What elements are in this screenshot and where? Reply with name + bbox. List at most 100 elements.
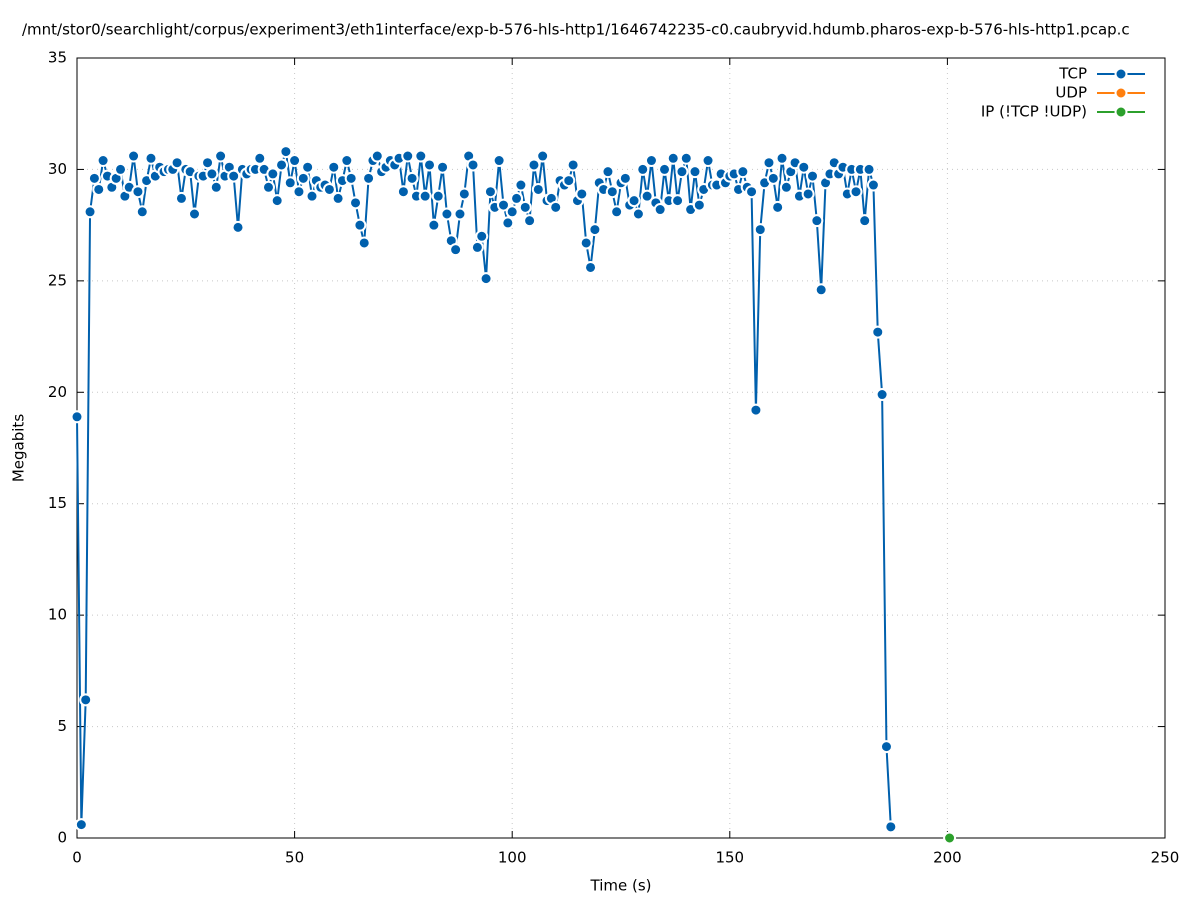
data-point [779, 180, 793, 194]
data-point [127, 149, 141, 163]
data-point [483, 185, 497, 199]
data-point [292, 185, 306, 199]
data-point [457, 187, 471, 201]
data-point [301, 160, 315, 174]
data-point [514, 178, 528, 192]
x-tick-label: 0 [72, 849, 82, 867]
data-point [449, 243, 463, 257]
data-point [201, 156, 215, 170]
legend-marker [1114, 105, 1128, 119]
data-point [423, 158, 437, 172]
data-point [849, 185, 863, 199]
data-point [74, 818, 88, 832]
data-point [858, 214, 872, 228]
y-axis-label: Megabits [10, 414, 28, 482]
x-tick-label: 200 [933, 849, 962, 867]
data-point [131, 185, 145, 199]
data-point [575, 187, 589, 201]
data-point [579, 236, 593, 250]
data-point [762, 156, 776, 170]
data-point [523, 214, 537, 228]
data-point [766, 171, 780, 185]
data-point [531, 182, 545, 196]
data-point [279, 145, 293, 159]
x-tick-label: 50 [285, 849, 304, 867]
data-point [96, 154, 110, 168]
data-point [866, 178, 880, 192]
data-point [453, 207, 467, 221]
data-point [631, 207, 645, 221]
data-point [79, 693, 93, 707]
data-point [566, 158, 580, 172]
data-point [771, 200, 785, 214]
data-point [135, 205, 149, 219]
data-point [327, 160, 341, 174]
data-point [349, 196, 363, 210]
legend-marker [1114, 86, 1128, 100]
data-point [549, 200, 563, 214]
data-point [636, 162, 650, 176]
data-point [505, 205, 519, 219]
data-point [688, 165, 702, 179]
data-point [296, 171, 310, 185]
x-tick-label: 250 [1151, 849, 1180, 867]
data-point [92, 182, 106, 196]
data-point [362, 171, 376, 185]
data-point [270, 194, 284, 208]
data-point [658, 162, 672, 176]
x-axis-label: Time (s) [590, 877, 652, 895]
data-point [87, 171, 101, 185]
data-point [605, 185, 619, 199]
y-tick-label: 10 [48, 606, 67, 624]
data-point [170, 156, 184, 170]
data-point [610, 205, 624, 219]
data-point [479, 272, 493, 286]
data-point [344, 171, 358, 185]
data-point [640, 189, 654, 203]
data-point [288, 154, 302, 168]
data-point [775, 151, 789, 165]
data-point [466, 158, 480, 172]
data-point [283, 176, 297, 190]
data-point [879, 740, 893, 754]
data-point [322, 182, 336, 196]
data-point [536, 149, 550, 163]
data-point [501, 216, 515, 230]
data-point [601, 165, 615, 179]
data-point [871, 325, 885, 339]
data-point [261, 180, 275, 194]
data-point [331, 191, 345, 205]
data-point [671, 194, 685, 208]
data-point [70, 410, 84, 424]
y-tick-label: 0 [57, 829, 67, 847]
data-point [396, 185, 410, 199]
legend-label: UDP [1055, 84, 1087, 102]
data-point [618, 171, 632, 185]
y-tick-label: 20 [48, 383, 67, 401]
data-point [510, 191, 524, 205]
data-point [414, 149, 428, 163]
data-point [266, 167, 280, 181]
y-tick-label: 35 [48, 49, 67, 67]
data-point [679, 151, 693, 165]
y-tick-label: 5 [57, 717, 67, 735]
data-point [275, 158, 289, 172]
data-point [749, 403, 763, 417]
legend-label: IP (!TCP !UDP) [981, 103, 1087, 121]
data-point [527, 158, 541, 172]
data-point [666, 151, 680, 165]
data-point [205, 167, 219, 181]
chart-title: /mnt/stor0/searchlight/corpus/experiment… [22, 21, 1130, 39]
data-point [562, 174, 576, 188]
data-point [144, 151, 158, 165]
data-point [862, 162, 876, 176]
data-point [745, 185, 759, 199]
data-point [214, 149, 228, 163]
data-point [405, 171, 419, 185]
legend-label: TCP [1058, 65, 1087, 83]
data-point [884, 820, 898, 834]
data-point [675, 165, 689, 179]
data-point [209, 180, 223, 194]
data-point [340, 154, 354, 168]
